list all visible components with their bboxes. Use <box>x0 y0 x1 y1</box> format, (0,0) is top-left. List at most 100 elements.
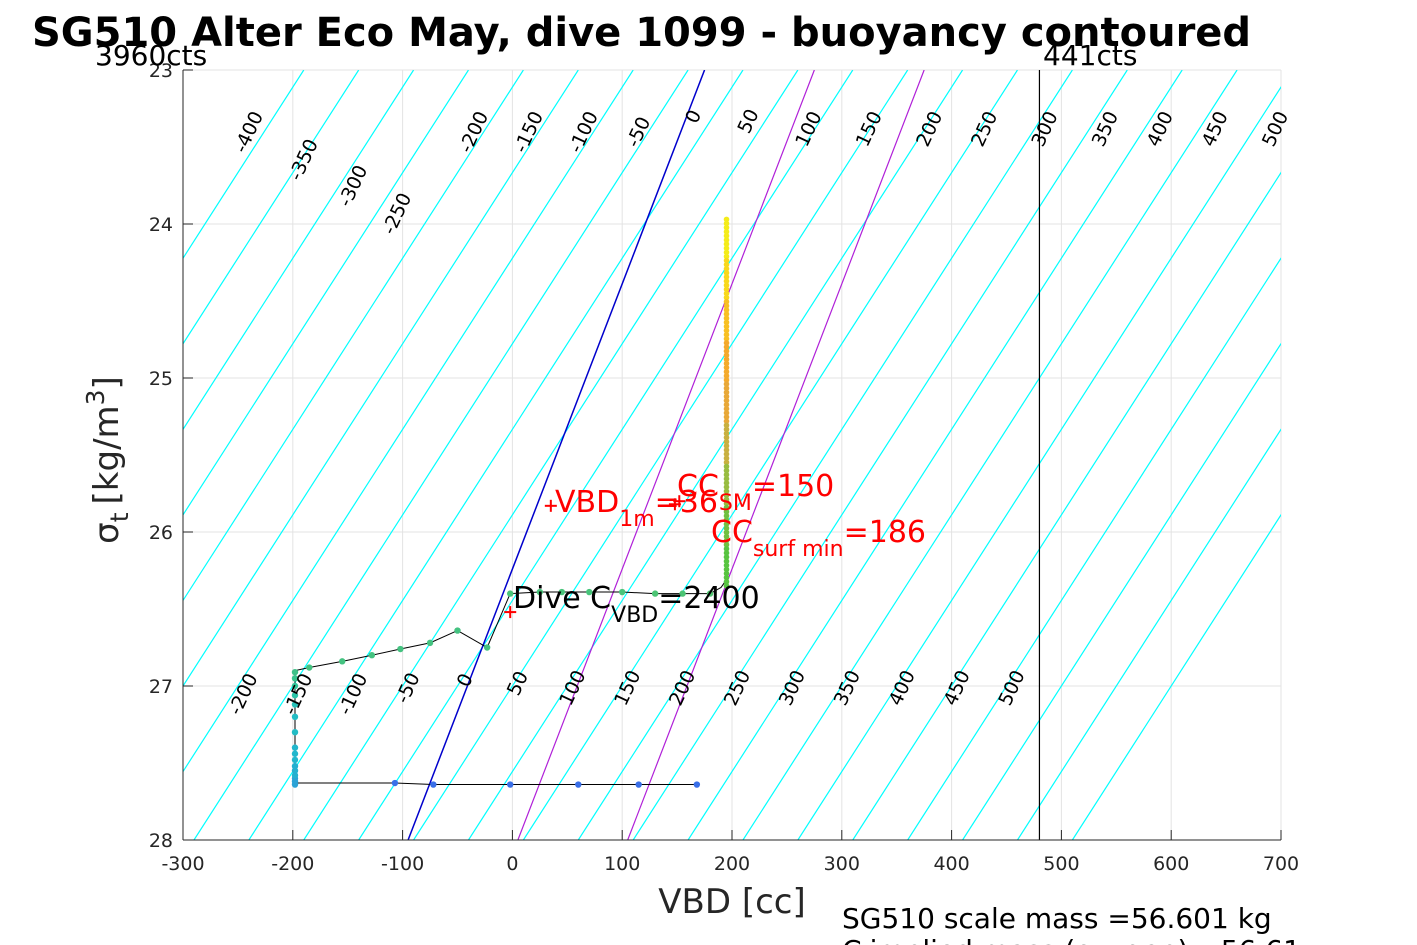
surface-point <box>723 307 730 313</box>
cc-surf-min-annotation: CCsurf min=186 <box>711 515 926 562</box>
surface-point <box>723 554 730 560</box>
surface-point <box>723 455 730 462</box>
red-plus-marker <box>544 499 557 512</box>
buoyancy-contours <box>183 70 1281 840</box>
surface-point <box>723 344 730 350</box>
x-tick-label: 100 <box>604 853 640 875</box>
data-point <box>586 588 593 596</box>
surface-point <box>723 438 730 445</box>
surface-point <box>723 257 730 264</box>
surface-point <box>723 220 730 227</box>
surface-point <box>723 541 730 548</box>
surface-point <box>723 471 730 478</box>
surface-point <box>723 278 730 284</box>
surface-point <box>723 480 730 486</box>
y-tick-label: 26 <box>149 522 173 544</box>
surface-point <box>723 241 730 247</box>
cc-line <box>517 70 815 840</box>
surface-point <box>723 401 730 408</box>
x-tick-label: -200 <box>271 853 314 875</box>
contour-label-top: 100 <box>791 108 826 150</box>
left-counts-label: 3960cts <box>95 39 207 72</box>
surface-point <box>723 467 730 474</box>
data-point <box>391 779 399 787</box>
contour-line <box>183 70 469 516</box>
surface-point <box>723 303 730 309</box>
surface-point <box>723 249 730 256</box>
contour-label-top: -200 <box>455 108 493 156</box>
contour-line <box>1016 428 1281 840</box>
surface-point <box>723 228 730 235</box>
surface-point <box>723 356 730 363</box>
contour-label-bottom: 350 <box>830 667 865 709</box>
contour-label-bottom: 400 <box>885 667 920 709</box>
x-tick-label: 600 <box>1153 853 1189 875</box>
data-point <box>430 781 437 788</box>
data-point <box>368 652 376 659</box>
contour-label-top: 250 <box>967 108 1002 150</box>
data-point <box>454 627 461 634</box>
data-point <box>507 590 514 597</box>
contour-line <box>632 70 1128 840</box>
x-tick-label: 400 <box>933 853 969 875</box>
surface-point <box>723 484 730 490</box>
data-point <box>291 744 299 751</box>
contour-label-top: -250 <box>378 190 416 238</box>
contour-label-bottom: 250 <box>720 667 755 709</box>
contour-label-top: 400 <box>1143 108 1178 150</box>
surface-point <box>723 414 730 420</box>
surface-point <box>723 237 730 243</box>
data-point <box>291 701 299 708</box>
data-point <box>558 588 566 596</box>
x-tick-label: 500 <box>1043 853 1079 875</box>
axes: -300 -200 -100 0 100 200 300 400 500 600 700232425… <box>149 60 1299 875</box>
surface-point <box>723 422 730 429</box>
x-tick-label: -300 <box>161 853 204 875</box>
surface-point <box>723 282 730 289</box>
contour-line <box>577 70 1073 840</box>
contour-label-top: 50 <box>733 106 763 137</box>
contour-label-top: -300 <box>334 162 372 210</box>
surface-point <box>723 570 730 577</box>
red-markers <box>504 495 686 619</box>
contour-label-bottom: 450 <box>940 667 975 709</box>
scale-mass-text: SG510 scale mass =56.601 kg <box>842 902 1272 935</box>
contour-label-bottom: -150 <box>279 670 317 718</box>
contour-line <box>183 70 305 260</box>
contour-label-top: -350 <box>285 136 323 184</box>
surface-point <box>723 261 730 268</box>
contour-label-top: -100 <box>565 108 603 156</box>
contour-label-top: -150 <box>510 108 548 156</box>
surface-point <box>723 381 730 387</box>
data-point <box>426 639 434 647</box>
contour-label-bottom: 100 <box>555 667 590 709</box>
contour-label-top: 200 <box>912 108 947 150</box>
contour-line <box>183 70 415 431</box>
surface-point <box>723 216 730 223</box>
surface-point <box>723 286 730 293</box>
surface-point <box>723 340 730 346</box>
surface-point <box>723 360 730 367</box>
surface-point <box>723 500 730 507</box>
contour-line <box>183 70 579 688</box>
surface-point <box>723 529 730 536</box>
contour-label-bottom: -50 <box>392 669 425 706</box>
contour-label-top: 350 <box>1088 108 1123 150</box>
contour-line <box>687 70 1183 840</box>
surface-point <box>723 443 730 449</box>
surface-point <box>723 533 730 540</box>
surface-point <box>723 504 730 511</box>
contour-labels: -400 -350 -300-250 -200 -150 -100 -50 0 50 100 150… <box>224 106 1293 719</box>
surface-point <box>723 377 730 383</box>
contour-label-bottom: 200 <box>665 667 700 709</box>
surface-point <box>723 451 730 457</box>
data-point <box>291 762 299 770</box>
surface-point <box>723 331 730 338</box>
data-points <box>291 216 730 788</box>
data-point <box>397 645 404 653</box>
x-tick-label: -100 <box>381 853 424 875</box>
surface-point <box>723 459 730 466</box>
surface-point <box>723 224 730 231</box>
surface-point <box>723 513 730 519</box>
